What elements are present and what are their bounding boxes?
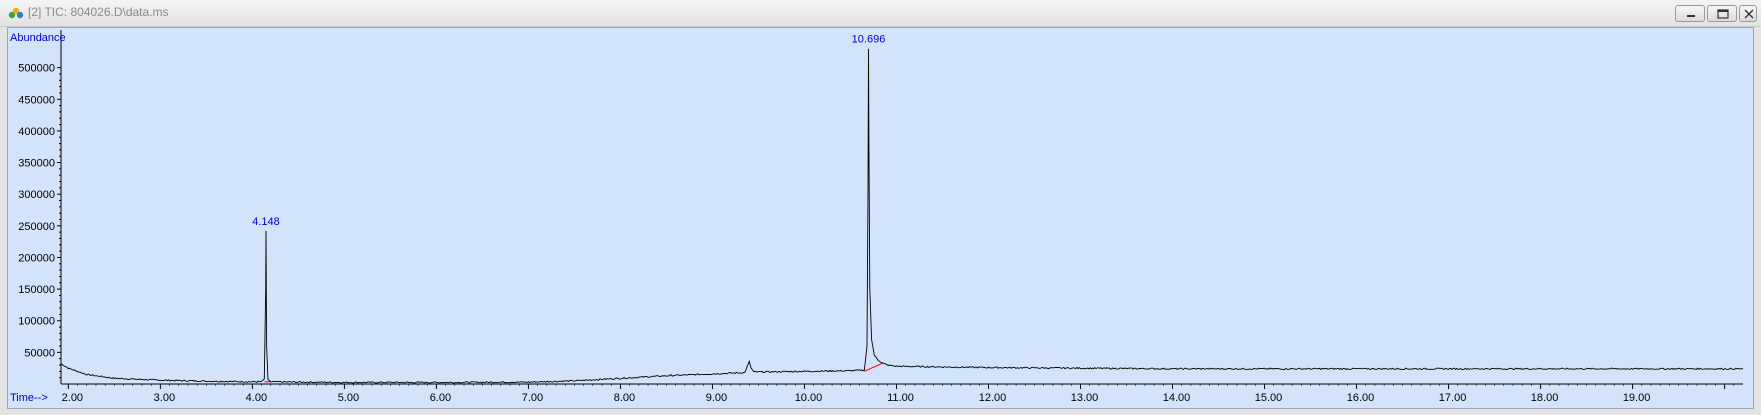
y-tick-label: 400000 xyxy=(18,126,55,138)
minimize-icon xyxy=(1687,15,1695,17)
x-tick-label: 18.00 xyxy=(1531,392,1559,404)
y-tick-label: 250000 xyxy=(18,221,55,233)
x-tick-label: 6.00 xyxy=(430,392,451,404)
y-tick-label: 350000 xyxy=(18,158,55,170)
restore-icon xyxy=(1717,9,1729,19)
x-tick-label: 13.00 xyxy=(1071,392,1099,404)
minimize-button[interactable] xyxy=(1675,5,1705,22)
chromatogram-app-icon xyxy=(8,7,24,19)
y-tick-label: 500000 xyxy=(18,63,55,75)
restore-button[interactable] xyxy=(1707,5,1737,22)
x-tick-label: 8.00 xyxy=(614,392,635,404)
integration-baseline xyxy=(864,362,883,372)
x-tick-label: 19.00 xyxy=(1623,392,1651,404)
tic-trace-line xyxy=(60,48,1744,384)
y-tick-label: 300000 xyxy=(18,189,55,201)
chromatogram-plot-area[interactable]: 50000 100000 150000 200000 250000 300000 35000… xyxy=(7,27,1754,409)
y-tick-label: 200000 xyxy=(18,252,55,264)
x-tick-label: 14.00 xyxy=(1163,392,1191,404)
x-axis-label: Time--> xyxy=(10,392,48,404)
x-tick-label: 10.00 xyxy=(795,392,823,404)
x-tick-label: 11.00 xyxy=(887,392,914,404)
chromatogram-chart[interactable]: 50000 100000 150000 200000 250000 300000 35000… xyxy=(8,28,1753,408)
title-bar[interactable]: [2] TIC: 804026.D\data.ms xyxy=(0,0,1761,27)
window-bottom-border xyxy=(0,409,1761,415)
x-tick-label: 5.00 xyxy=(338,392,359,404)
x-tick-label: 15.00 xyxy=(1255,392,1283,404)
close-icon xyxy=(1744,9,1754,19)
x-tick-label: 16.00 xyxy=(1347,392,1375,404)
x-tick-label: 9.00 xyxy=(706,392,727,404)
x-tick-label: 17.00 xyxy=(1439,392,1467,404)
close-button[interactable] xyxy=(1739,5,1757,22)
x-tick-label: 4.00 xyxy=(246,392,267,404)
x-tick-label: 7.00 xyxy=(522,392,543,404)
window-title: [2] TIC: 804026.D\data.ms xyxy=(28,5,169,19)
peak-label: 4.148 xyxy=(252,216,280,228)
y-tick-label: 150000 xyxy=(18,284,55,296)
y-tick-label: 450000 xyxy=(18,94,55,106)
y-tick-label: 50000 xyxy=(24,347,55,359)
x-tick-label: 12.00 xyxy=(979,392,1007,404)
y-tick-label: 100000 xyxy=(18,316,55,328)
peak-label: 10.696 xyxy=(852,34,886,46)
x-tick-label: 2.00 xyxy=(62,392,83,404)
y-axis-label: Abundance xyxy=(10,32,66,44)
x-tick-label: 3.00 xyxy=(154,392,175,404)
